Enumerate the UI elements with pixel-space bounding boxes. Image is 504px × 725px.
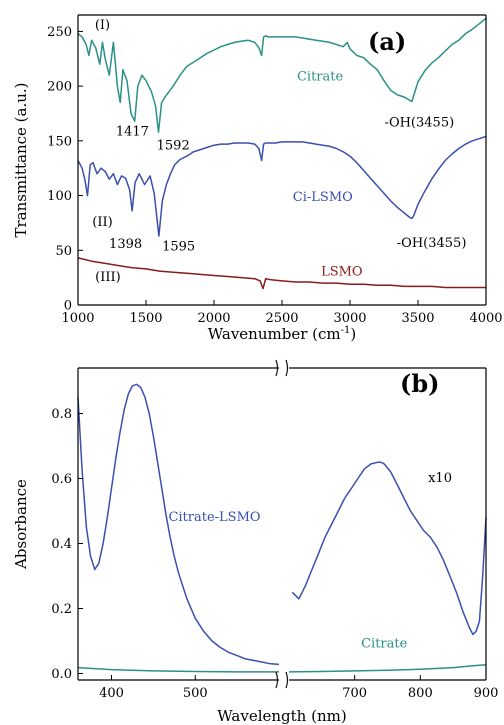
panel-a-y-tick-label: 150	[47, 134, 72, 149]
panel-a-x-title-main: Wavenumber (cm	[208, 325, 341, 343]
panel-a-x-tick-label: 3000	[333, 311, 366, 326]
panel-a-annotation: -OH(3455)	[397, 236, 467, 251]
panel-a-ticks-group: 1000 1500 2000 2500 3000 3500 4000 0 50 100 150 200…	[47, 25, 502, 326]
panel-b-annotation: x10	[428, 471, 452, 486]
panel-b-ticks-group: 400 500 700 800 900 0.0 0.2 0.4 0.6 0.8	[51, 407, 498, 701]
panel-b-y-tick-label: 0.0	[51, 667, 72, 682]
panel-b-y-tick-label: 0.8	[51, 407, 72, 422]
panel-b-axis-break-bottom	[275, 671, 289, 689]
panel-b-axis-break-top	[275, 359, 289, 377]
panel-b-series-group	[77, 383, 487, 673]
panel-b-y-tick-label: 0.6	[51, 472, 72, 487]
panel-a-x-tick-label: 3500	[401, 311, 434, 326]
panel-a-ftir-chart: 1000 1500 2000 2500 3000 3500 4000 0 50 100 150 200…	[12, 14, 503, 343]
panel-b-label: (b)	[400, 369, 440, 398]
panel-a-x-tick-label: 2500	[265, 311, 298, 326]
panel-a-y-tick-label: 50	[55, 244, 72, 259]
panel-b-y-tick-label: 0.4	[51, 537, 72, 552]
panel-b-x-tick-label: 500	[183, 686, 208, 701]
panel-a-annotation: Ci-LSMO	[293, 190, 353, 205]
panel-a-annotation: (II)	[92, 215, 112, 230]
panel-b-absorbance-chart: 400 500 700 800 900 0.0 0.2 0.4 0.6 0.8 Citrate-L…	[12, 359, 498, 725]
panel-b-series-x10-line	[291, 461, 487, 636]
panel-a-series-ci-lsmo-line	[77, 135, 487, 237]
panel-b-y-tick-label: 0.2	[51, 602, 72, 617]
panel-a-x-tick-label: 2000	[197, 311, 230, 326]
panel-a-y-tick-label: 100	[47, 189, 72, 204]
panel-a-annotation: 1595	[162, 239, 195, 254]
panel-a-annotation: Citrate	[297, 70, 344, 85]
panel-b-x-axis-title: Wavelength (nm)	[217, 707, 346, 725]
panel-a-series-citrate-line	[77, 17, 487, 133]
panel-a-annotation: -OH(3455)	[385, 116, 455, 131]
panel-b-x-tick-label: 400	[99, 686, 124, 701]
panel-a-x-tick-label: 1500	[129, 311, 162, 326]
panel-a-series-lsmo-line	[77, 257, 486, 290]
panel-b-y-axis-title: Absorbance	[12, 479, 30, 570]
panel-a-x-title-end: )	[350, 325, 356, 343]
panel-a-x-axis-title: Wavenumber (cm-1)	[208, 325, 356, 343]
panel-b-annotation: Citrate	[361, 637, 408, 652]
panel-a-y-tick-label: 250	[47, 25, 72, 40]
panel-a-annotation: 1398	[109, 237, 142, 252]
panel-a-annotation: (III)	[95, 270, 121, 285]
panel-b-annotations-group: Citrate-LSMO x10 Citrate	[168, 471, 452, 652]
panel-b-series-citrate-line	[77, 666, 279, 673]
panel-a-label: (a)	[368, 27, 406, 56]
panel-a-plot-area	[78, 15, 486, 305]
panel-b-x-tick-label: 900	[474, 686, 499, 701]
panel-a-x-tick-label: 1000	[61, 311, 94, 326]
panel-a-y-axis-title: Transmittance (a.u.)	[12, 82, 30, 237]
panel-b-x-tick-label: 700	[342, 686, 367, 701]
panel-a-annotation: (I)	[95, 18, 110, 33]
panel-a-y-tick-label: 200	[47, 80, 72, 95]
panel-a-annotations-group: (I) 1417 1592 Citrate -OH(3455) (II) 1398 1595 C…	[92, 18, 466, 285]
panel-a-x-tick-label: 4000	[469, 311, 502, 326]
panel-b-series-citrate-lsmo-line	[77, 383, 280, 666]
panel-a-annotation: 1592	[157, 139, 190, 154]
panel-a-y-tick-label: 0	[64, 299, 72, 314]
panel-a-annotation: 1417	[116, 124, 149, 139]
panel-b-x-tick-label: 800	[408, 686, 433, 701]
panel-b-annotation: Citrate-LSMO	[168, 510, 260, 525]
panel-a-annotation: LSMO	[321, 264, 363, 279]
panel-a-x-title-sup: -1	[341, 325, 351, 336]
panel-b-series-citrate-line	[288, 663, 487, 673]
panel-a-series-group	[77, 17, 487, 290]
